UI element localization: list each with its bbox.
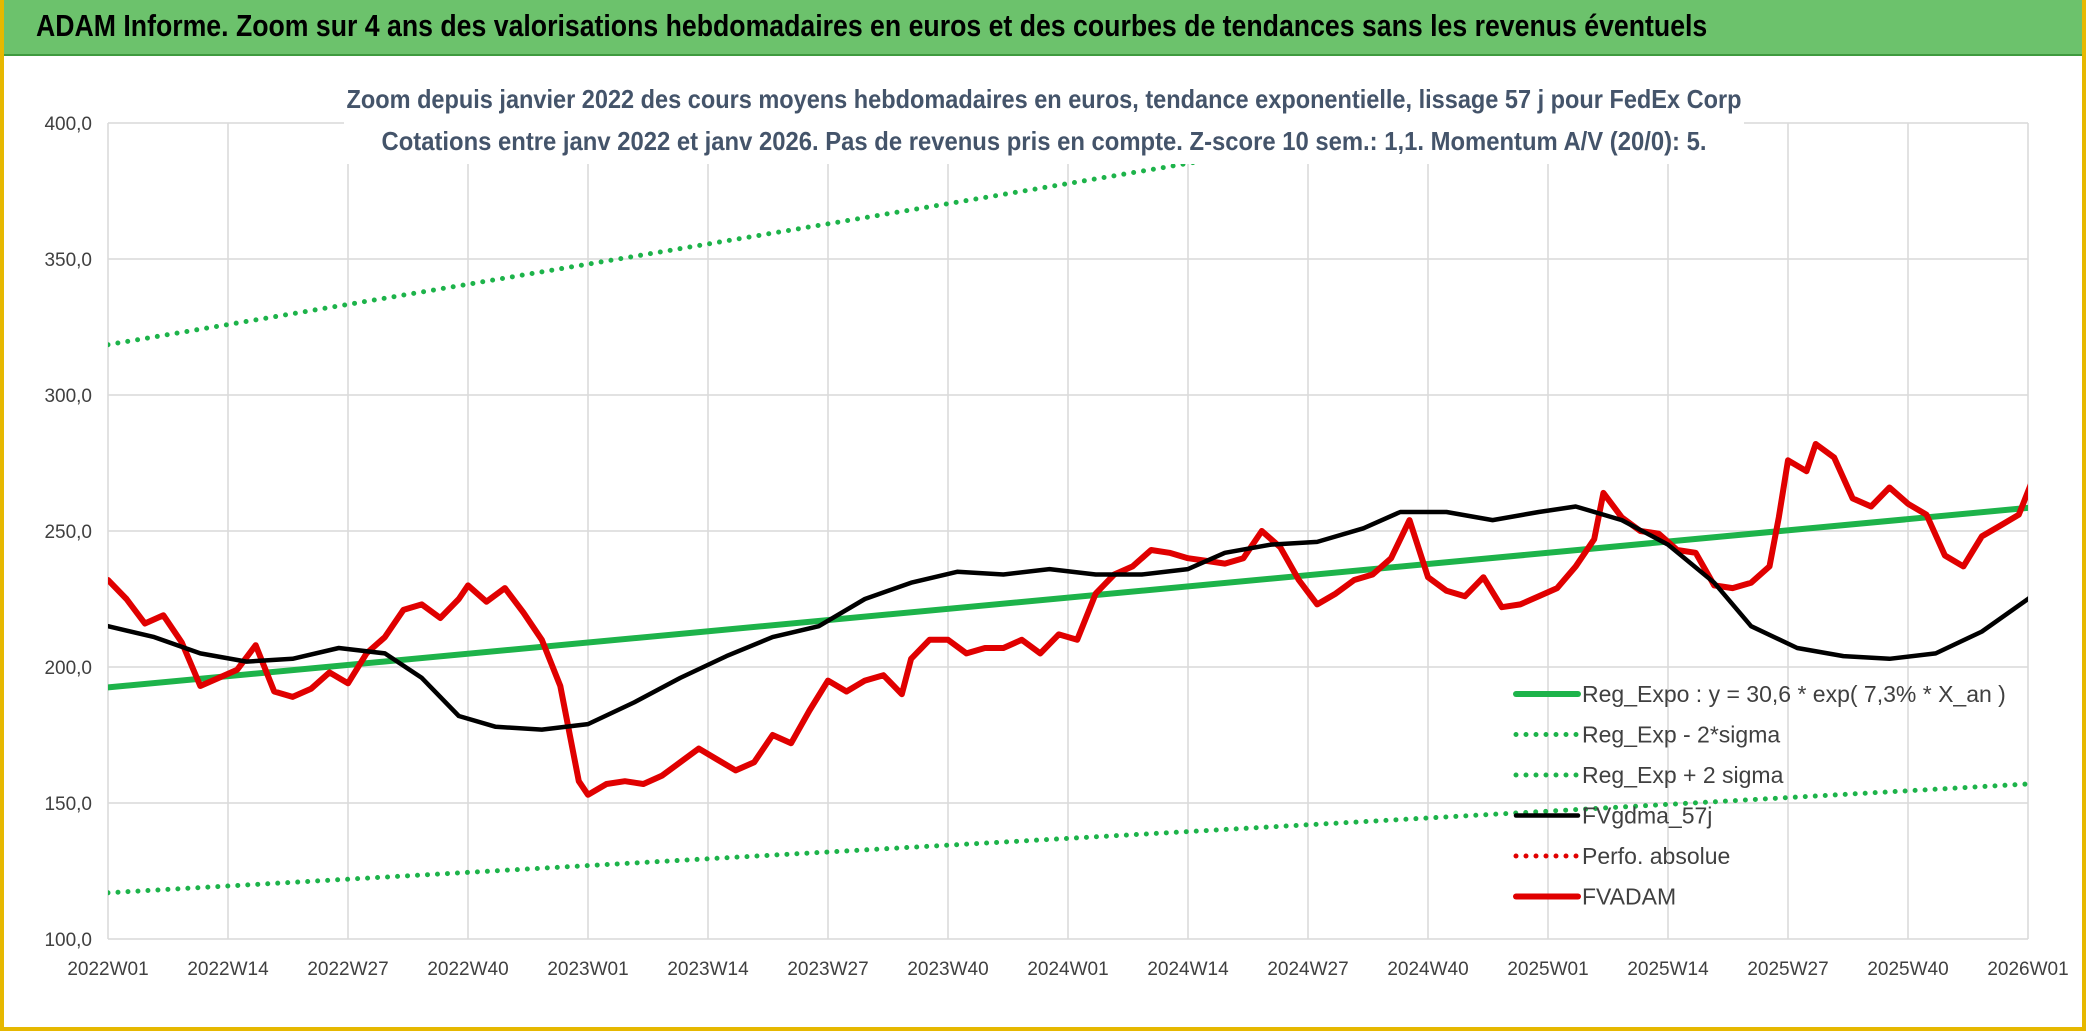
page-title: ADAM Informe. Zoom sur 4 ans des valoris…	[36, 8, 1708, 43]
x-tick-label: 2025W27	[1747, 959, 1828, 980]
x-tick-label: 2024W01	[1027, 959, 1108, 980]
chart-subtitle: Cotations entre janv 2022 et janv 2026. …	[382, 126, 1707, 156]
legend-label: Reg_Exp - 2*sigma	[1582, 722, 1780, 748]
y-tick-label: 250,0	[44, 522, 92, 543]
x-tick-label: 2023W14	[667, 959, 749, 980]
y-tick-label: 400,0	[44, 114, 92, 135]
x-tick-label: 2024W40	[1387, 959, 1468, 980]
chart-title: Zoom depuis janvier 2022 des cours moyen…	[347, 84, 1742, 114]
x-tick-label: 2024W27	[1267, 959, 1348, 980]
y-tick-label: 150,0	[44, 794, 92, 815]
y-tick-label: 100,0	[44, 930, 92, 951]
x-tick-label: 2022W27	[307, 959, 388, 980]
plot-area	[108, 123, 2028, 896]
x-tick-label: 2022W40	[427, 959, 508, 980]
x-tick-label: 2023W40	[907, 959, 988, 980]
x-tick-label: 2023W01	[547, 959, 628, 980]
y-tick-label: 200,0	[44, 658, 92, 679]
legend-label: Perfo. absolue	[1582, 843, 1730, 869]
line-chart: 100,0 150,0 200,0 250,0 300,0 350,0 400,0 2022…	[44, 72, 2069, 980]
series-line-4	[108, 441, 2028, 798]
legend-label: Reg_Expo : y = 30,6 * exp( 7,3% * X_an )	[1582, 681, 2006, 707]
x-tick-label: 2025W01	[1507, 959, 1588, 980]
x-tick-label: 2022W14	[187, 959, 269, 980]
series-line-1	[108, 781, 2028, 896]
chart-titles: Zoom depuis janvier 2022 des cours moyen…	[344, 72, 1744, 164]
x-tick-label: 2022W01	[67, 959, 148, 980]
legend: Reg_Expo : y = 30,6 * exp( 7,3% * X_an )…	[1513, 681, 2006, 910]
x-tick-label: 2023W27	[787, 959, 868, 980]
x-axis-ticks: 2022W01 2022W14 2022W27 2022W40 2023W01 2023W…	[67, 959, 2068, 980]
y-tick-label: 300,0	[44, 386, 92, 407]
legend-label: Reg_Exp + 2 sigma	[1582, 762, 1784, 788]
x-tick-label: 2025W14	[1627, 959, 1709, 980]
grid-lines	[107, 122, 2029, 940]
x-tick-label: 2024W14	[1147, 959, 1229, 980]
series-line-0	[108, 504, 2028, 691]
legend-label: FVgdma_57j	[1582, 803, 1712, 829]
x-tick-label: 2026W01	[1987, 959, 2068, 980]
y-tick-label: 350,0	[44, 250, 92, 271]
title-background	[344, 72, 1744, 164]
header-banner: ADAM Informe. Zoom sur 4 ans des valoris…	[4, 0, 2082, 56]
series-line-3	[108, 504, 2028, 732]
y-axis-ticks: 100,0 150,0 200,0 250,0 300,0 350,0 400,0	[44, 114, 92, 951]
legend-label: FVADAM	[1582, 884, 1676, 910]
x-tick-label: 2025W40	[1867, 959, 1948, 980]
